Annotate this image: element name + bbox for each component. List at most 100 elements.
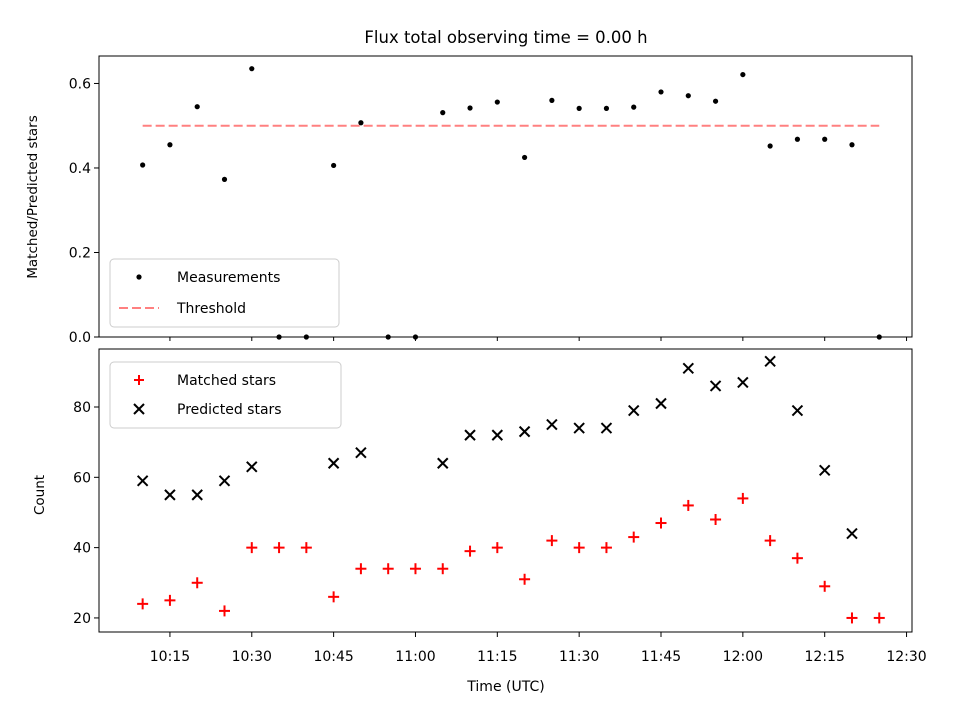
predicted-stars-point: [437, 457, 449, 469]
predicted-stars-point: [737, 376, 749, 389]
matched-stars-point: [655, 517, 667, 529]
matched-stars-point: [328, 591, 340, 603]
x-stroke-b: [246, 461, 258, 473]
bottom-legend: Matched stars Predicted stars: [109, 361, 342, 429]
top-legend: Measurements Threshold: [109, 258, 340, 328]
predicted-stars-point: [600, 422, 613, 434]
matched-stars-point: [737, 492, 749, 504]
matched-stars-point: [710, 514, 722, 526]
predicted-stars-point: [682, 362, 694, 375]
matched-stars-point: [464, 545, 476, 557]
x-tick-label: 11:00: [395, 649, 435, 665]
x-stroke-b: [164, 489, 176, 501]
x-tick-label: 10:15: [150, 649, 190, 665]
legend-predicted-label: Predicted stars: [177, 402, 282, 418]
legend-measurements-marker: [136, 274, 142, 280]
y-tick-label: 0.6: [69, 76, 91, 92]
matched-stars-point: [519, 573, 531, 585]
x-stroke-b: [600, 422, 613, 434]
matched-stars-point: [218, 605, 230, 617]
matched-stars-point: [437, 563, 449, 575]
measurement-point: [603, 105, 610, 111]
predicted-stars-point: [546, 418, 558, 431]
predicted-stars-point: [491, 429, 504, 441]
measurement-point: [794, 136, 801, 142]
x-stroke-b: [709, 380, 722, 392]
predicted-stars-point: [327, 457, 340, 469]
measurement-point: [167, 142, 173, 148]
x-tick-label: 12:30: [886, 649, 926, 665]
x-tick-label: 12:15: [805, 649, 845, 665]
x-tick-label: 11:30: [559, 649, 599, 665]
bottom-axes-frame: [98, 348, 913, 633]
predicted-stars-point: [628, 404, 640, 417]
top-y-ticks: 0.0 0.2 0.4 0.6: [69, 76, 99, 346]
x-axis-label: Time (UTC): [466, 679, 544, 695]
measurement-point: [331, 162, 337, 169]
measurement-point: [440, 110, 446, 116]
matched-stars-point: [873, 612, 885, 624]
predicted-stars-point: [136, 475, 149, 487]
bottom-y-axis-label: Count: [32, 475, 48, 515]
predicted-stars-point: [791, 404, 804, 417]
bottom-legend-box: [109, 361, 342, 429]
top-legend-box: [109, 258, 340, 328]
matched-stars-point: [600, 542, 612, 554]
matched-stars-point: [300, 542, 312, 554]
x-stroke-b: [437, 457, 449, 469]
x-stroke-b: [818, 464, 831, 476]
matched-stars-series: [137, 492, 885, 624]
matched-stars-point: [546, 535, 558, 547]
y-tick-label: 0.0: [69, 330, 91, 346]
measurement-point: [140, 162, 146, 168]
matched-stars-point: [409, 563, 421, 575]
chart-title: Flux total observing time = 0.00 h: [364, 28, 647, 47]
measurement-point: [658, 89, 664, 95]
predicted-stars-point: [355, 447, 367, 459]
x-stroke-b: [682, 362, 694, 375]
y-tick-label: 40: [73, 541, 91, 557]
matched-stars-point: [819, 580, 831, 592]
matched-stars-point: [246, 542, 258, 554]
matched-stars-point: [764, 535, 776, 547]
matched-stars-point: [382, 563, 394, 575]
y-tick-label: 0.4: [69, 161, 91, 177]
top-y-axis-label: Matched/Predicted stars: [25, 115, 41, 278]
measurement-point: [249, 66, 255, 72]
measurement-point: [712, 98, 719, 104]
predicted-stars-point: [464, 429, 476, 441]
legend-predicted-marker: [133, 403, 145, 415]
legend-threshold-label: Threshold: [176, 301, 246, 317]
legend-matched-label: Matched stars: [177, 373, 276, 389]
y-tick-label: 60: [73, 470, 91, 486]
x-stroke-b: [191, 489, 203, 501]
x-stroke-b: [846, 527, 858, 540]
predicted-stars-series: [136, 355, 858, 540]
predicted-stars-point: [191, 489, 203, 501]
x-stroke-b: [327, 457, 340, 469]
y-tick-label: 80: [73, 400, 91, 416]
y-tick-label: 20: [73, 611, 91, 627]
x-stroke-b: [518, 425, 531, 438]
bottom-y-ticks: 20 40 60 80: [73, 400, 99, 627]
x-stroke-b: [218, 475, 231, 487]
predicted-stars-point: [164, 489, 176, 501]
predicted-stars-point: [818, 464, 831, 476]
x-stroke-b: [491, 429, 504, 441]
matched-stars-point: [491, 542, 503, 554]
x-stroke-b: [791, 404, 804, 417]
measurement-point: [494, 99, 500, 105]
matched-stars-point: [355, 563, 367, 575]
matched-stars-point: [273, 542, 285, 554]
matched-stars-point: [846, 612, 858, 624]
predicted-stars-point: [518, 425, 531, 438]
measurement-point: [740, 71, 746, 78]
matched-stars-point: [791, 552, 803, 564]
predicted-stars-point: [846, 527, 858, 540]
matched-stars-point: [164, 594, 176, 606]
x-tick-label: 10:45: [313, 649, 353, 665]
predicted-stars-point: [655, 397, 667, 410]
legend-measurements-label: Measurements: [177, 270, 280, 286]
predicted-stars-point: [764, 355, 776, 368]
